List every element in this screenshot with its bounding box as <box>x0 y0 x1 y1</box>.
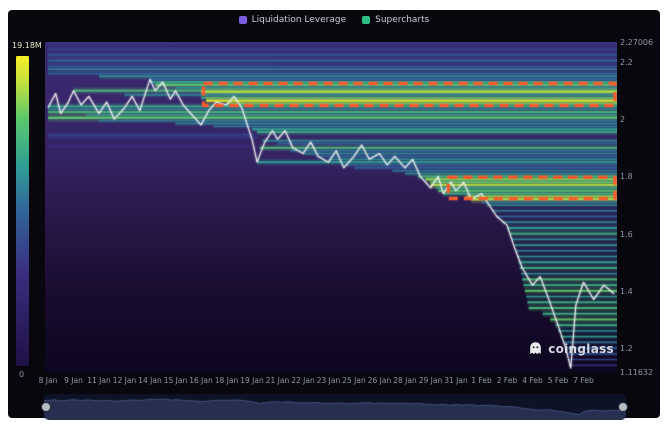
x-axis-label: 9 Jan <box>64 376 83 385</box>
colorbar-min-label: 0 <box>19 370 25 379</box>
x-axis-label: 29 Jan <box>418 376 443 385</box>
coinglass-watermark: coinglass <box>528 341 614 356</box>
legend-swatch-supercharts <box>362 16 371 24</box>
x-axis-label: 21 Jan <box>265 376 290 385</box>
navigator-left-handle[interactable] <box>41 402 51 412</box>
y-axis-label: 2 <box>620 115 626 125</box>
x-axis-label: 22 Jan <box>291 376 315 385</box>
legend-label-liquidation-leverage: Liquidation Leverage <box>251 15 347 25</box>
x-axis-label: 26 Jan <box>367 376 392 385</box>
x-axis-label: 18 Jan <box>214 376 239 385</box>
x-axis-label: 5 Feb <box>547 376 569 385</box>
coinglass-ghost-icon <box>530 342 541 355</box>
y-axis-label: 1.2 <box>620 344 633 354</box>
x-axis-label: 23 Jan <box>316 376 341 385</box>
x-axis-label: 2 Feb <box>496 376 518 385</box>
y-axis-label: 1.4 <box>620 286 633 296</box>
x-axis-label: 16 Jan <box>189 376 213 385</box>
x-axis-label: 19 Jan <box>240 376 264 385</box>
x-axis-label: 11 Jan <box>87 376 111 385</box>
x-axis-label: 8 Jan <box>38 376 58 385</box>
y-axis-label: 2.27006 <box>620 38 654 47</box>
x-axis-label: 4 Feb <box>522 376 543 385</box>
x-axis-label: 28 Jan <box>393 376 417 385</box>
navigator-right-handle[interactable] <box>618 402 628 412</box>
x-axis-label: 12 Jan <box>112 376 137 385</box>
coinglass-watermark-text: coinglass <box>548 341 614 356</box>
chart-legend: Liquidation Leverage Supercharts <box>8 15 660 25</box>
y-axis-label: 2.2 <box>620 58 633 68</box>
heatmap-canvas[interactable] <box>45 42 617 372</box>
legend-swatch-liquidation-leverage <box>238 16 247 24</box>
legend-item-supercharts[interactable]: Supercharts <box>362 15 429 25</box>
liquidation-heatmap-widget: Liquidation Leverage Supercharts 19.18M … <box>8 10 660 420</box>
colorbar-max-label: 19.18M <box>12 41 42 50</box>
x-axis-label: 15 Jan <box>163 376 188 385</box>
x-axis-label: 1 Feb <box>471 376 492 385</box>
colorbar-gradient <box>15 55 30 367</box>
y-axis-label: 1.8 <box>620 172 633 182</box>
navigator-scrollbar[interactable] <box>44 394 626 420</box>
y-axis-label: 1.6 <box>620 229 633 239</box>
x-axis-label: 25 Jan <box>342 376 366 385</box>
y-axis-label: 1.11632 <box>620 368 654 377</box>
x-axis-label: 31 Jan <box>444 376 468 385</box>
legend-item-liquidation-leverage[interactable]: Liquidation Leverage <box>238 15 347 25</box>
x-axis-label: 14 Jan <box>138 376 162 385</box>
x-axis-label: 7 Feb <box>573 376 594 385</box>
legend-label-supercharts: Supercharts <box>375 15 430 25</box>
